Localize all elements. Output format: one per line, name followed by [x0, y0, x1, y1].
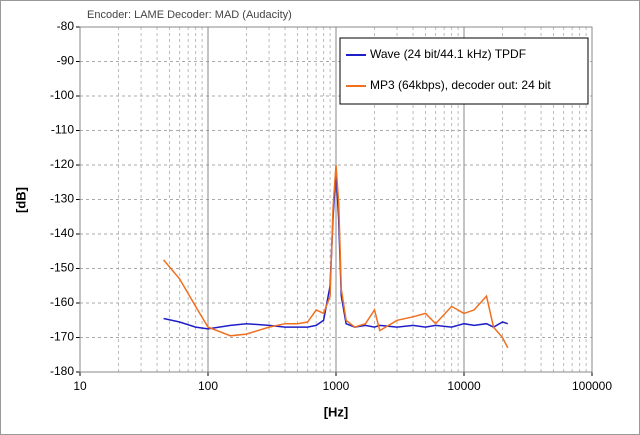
x-tick-label: 100	[198, 379, 218, 393]
y-tick-label: -90	[57, 54, 75, 68]
legend-label: MP3 (64kbps), decoder out: 24 bit	[370, 78, 551, 92]
y-tick-label: -110	[51, 123, 74, 137]
x-tick-label: 10	[73, 379, 87, 393]
y-axis-label: [dB]	[13, 187, 28, 213]
x-tick-label: 10000	[447, 379, 481, 393]
x-tick-label: 100000	[572, 379, 612, 393]
y-tick-label: -120	[50, 157, 74, 171]
x-tick-label: 1000	[323, 379, 350, 393]
chart-title: Encoder: LAME Decoder: MAD (Audacity)	[87, 9, 292, 21]
y-tick-label: -180	[50, 364, 74, 378]
y-tick-label: -150	[50, 261, 74, 275]
series-line	[163, 164, 509, 349]
y-tick-label: -170	[50, 330, 74, 344]
series-line	[163, 168, 509, 330]
y-tick-label: -160	[50, 295, 74, 309]
y-tick-label: -130	[50, 192, 74, 206]
y-tick-label: -140	[50, 226, 74, 240]
y-tick-label: -80	[57, 19, 75, 33]
x-axis-label: [Hz]	[324, 404, 349, 419]
legend-label: Wave (24 bit/44.1 kHz) TPDF	[370, 47, 526, 61]
legend-box	[339, 37, 589, 105]
plot-border	[79, 26, 593, 373]
y-tick-label: -100	[50, 88, 74, 102]
